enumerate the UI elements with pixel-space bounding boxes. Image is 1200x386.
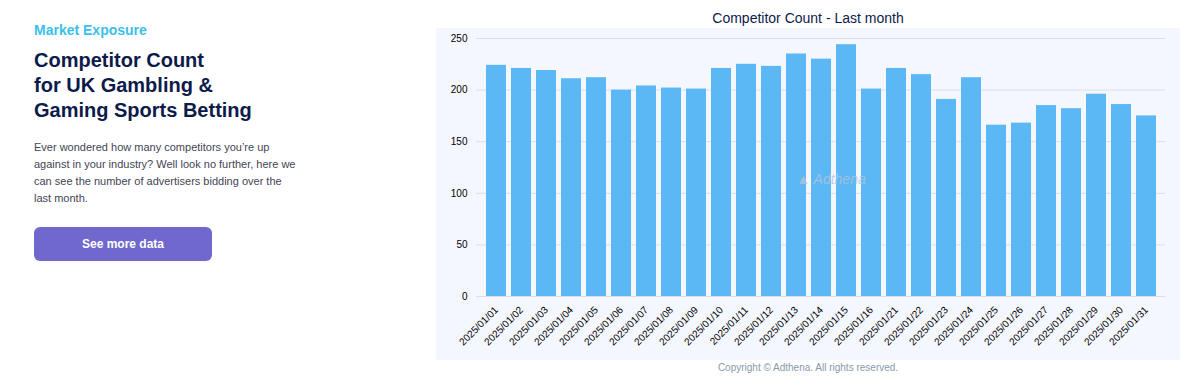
svg-text:2025/01/10: 2025/01/10 bbox=[682, 304, 726, 348]
html-text:Market Exposure: Market Exposure bbox=[34, 22, 147, 38]
html-text:Competitor Count for UK Gambli: Competitor Count for UK Gambling & Gamin… bbox=[34, 49, 252, 121]
svg-text:2025/01/15: 2025/01/15 bbox=[807, 304, 851, 348]
svg-text:2025/01/09: 2025/01/09 bbox=[657, 304, 701, 348]
svg-text:2025/01/21: 2025/01/21 bbox=[857, 304, 901, 348]
svg-text:250: 250 bbox=[451, 33, 468, 44]
svg-text:2025/01/07: 2025/01/07 bbox=[607, 304, 651, 348]
svg-text:2025/01/30: 2025/01/30 bbox=[1082, 304, 1126, 348]
svg-text:▲ Adthena: ▲ Adthena bbox=[796, 171, 866, 187]
svg-text:2025/01/26: 2025/01/26 bbox=[982, 304, 1026, 348]
svg-text:200: 200 bbox=[451, 84, 468, 95]
html-text:Copyright © Adthena. All right: Copyright © Adthena. All rights reserved… bbox=[717, 362, 899, 373]
svg-text:2025/01/23: 2025/01/23 bbox=[907, 304, 951, 348]
svg-text:2025/01/22: 2025/01/22 bbox=[882, 304, 926, 348]
svg-text:100: 100 bbox=[451, 188, 468, 199]
svg-text:2025/01/31: 2025/01/31 bbox=[1107, 304, 1150, 347]
svg-text:2025/01/04: 2025/01/04 bbox=[532, 304, 576, 348]
svg-text:2025/01/03: 2025/01/03 bbox=[507, 304, 551, 348]
svg-text:2025/01/12: 2025/01/12 bbox=[732, 304, 776, 348]
svg-text:2025/01/08: 2025/01/08 bbox=[632, 304, 676, 348]
svg-text:2025/01/29: 2025/01/29 bbox=[1057, 304, 1101, 348]
svg-text:2025/01/13: 2025/01/13 bbox=[757, 304, 801, 348]
svg-text:2025/01/25: 2025/01/25 bbox=[957, 304, 1001, 348]
svg-text:2025/01/06: 2025/01/06 bbox=[582, 304, 626, 348]
svg-text:0: 0 bbox=[462, 291, 468, 302]
svg-text:50: 50 bbox=[456, 239, 468, 250]
svg-text:2025/01/14: 2025/01/14 bbox=[782, 304, 826, 348]
svg-text:150: 150 bbox=[451, 136, 468, 147]
svg-text:2025/01/05: 2025/01/05 bbox=[557, 304, 601, 348]
svg-text:2025/01/01: 2025/01/01 bbox=[457, 304, 501, 348]
svg-text:2025/01/02: 2025/01/02 bbox=[482, 304, 526, 348]
svg-text:2025/01/24: 2025/01/24 bbox=[932, 304, 976, 348]
html-text:Competitor Count - Last month: Competitor Count - Last month bbox=[712, 10, 904, 26]
svg-text:2025/01/27: 2025/01/27 bbox=[1007, 304, 1051, 348]
html-text:See more data: See more data bbox=[82, 237, 164, 252]
svg-text:2025/01/16: 2025/01/16 bbox=[832, 304, 876, 348]
svg-text:2025/01/28: 2025/01/28 bbox=[1032, 304, 1076, 348]
svg-text:2025/01/11: 2025/01/11 bbox=[707, 304, 751, 347]
html-text:Ever wondered how many competi: Ever wondered how many competitors you’r… bbox=[34, 141, 296, 205]
